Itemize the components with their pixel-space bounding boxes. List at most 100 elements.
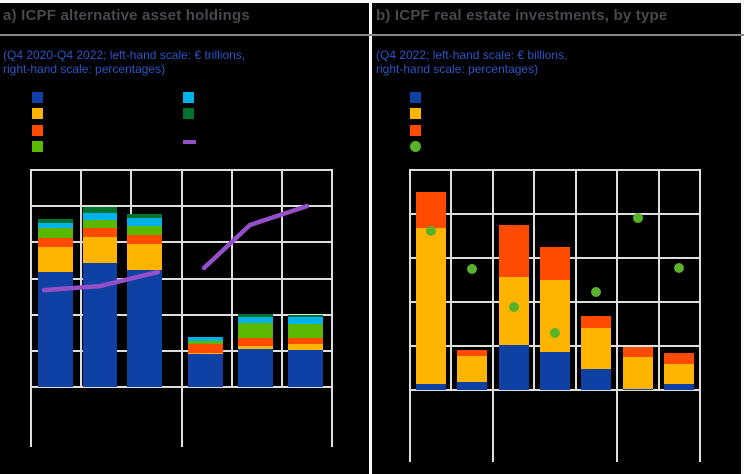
bar-segment-dark-green xyxy=(127,214,162,219)
legend-swatch-blue xyxy=(410,92,421,103)
legend-swatch-purple xyxy=(183,139,196,144)
bar-segment-yellow xyxy=(38,246,73,273)
bar-segment-yellow xyxy=(457,355,488,383)
bar-segment-yellow xyxy=(288,343,323,351)
bar-segment-light-blue xyxy=(127,218,162,227)
green-dot xyxy=(508,302,519,313)
bar-segment-blue xyxy=(82,263,118,387)
gridline-horizontal xyxy=(409,389,701,391)
gridline-vertical xyxy=(230,169,233,388)
panel-b-subtitle-line1: (Q4 2022; left-hand scale: € billions, xyxy=(376,48,568,62)
axis-group-tick xyxy=(30,387,32,447)
bar-segment-orange-red xyxy=(415,192,446,228)
green-dot xyxy=(550,327,560,338)
bar-segment-green xyxy=(188,340,223,345)
gridline-vertical xyxy=(180,169,183,388)
panel-a-subtitle-line2: right-hand scale: percentages) xyxy=(3,61,166,76)
legend-swatch-green xyxy=(32,140,43,152)
bar-segment-blue xyxy=(38,272,73,387)
bar-segment-yellow xyxy=(622,357,653,390)
bar-segment-orange-red xyxy=(622,346,653,357)
bar-segment-orange-red xyxy=(540,246,570,280)
legend-swatch-blue xyxy=(32,92,43,103)
axis-group-tick xyxy=(616,390,619,462)
bar-segment-light-blue xyxy=(82,212,118,220)
bar-segment-orange-red xyxy=(127,235,162,245)
gridline-vertical xyxy=(533,169,536,391)
bar-segment-yellow xyxy=(664,364,695,385)
gridline-vertical xyxy=(699,169,701,391)
bar-segment-yellow xyxy=(415,227,446,385)
panel-divider xyxy=(369,0,372,474)
green-dot xyxy=(467,264,478,274)
legend-swatch-light_blue xyxy=(183,92,194,103)
gridline-horizontal xyxy=(409,169,701,171)
bar-segment-orange-red xyxy=(188,344,223,353)
bar-segment-light-blue xyxy=(288,317,323,324)
bar-segment-green xyxy=(238,322,273,339)
bar-segment-dark-green xyxy=(288,314,323,318)
gridline-vertical xyxy=(30,169,32,388)
gridline-vertical xyxy=(280,169,283,388)
bar-segment-light-blue xyxy=(188,337,223,341)
bar-segment-yellow xyxy=(188,352,223,355)
bar-segment-orange-red xyxy=(498,224,529,277)
bar-segment-orange-red xyxy=(581,315,612,328)
bar-segment-dark-green xyxy=(82,206,118,213)
gridline-vertical xyxy=(616,169,619,391)
bar-segment-green xyxy=(127,226,162,236)
bar-segment-yellow xyxy=(540,280,570,353)
bar-segment-light-blue xyxy=(38,222,73,229)
figure-right-border xyxy=(741,0,744,474)
bar-segment-orange-red xyxy=(457,349,488,356)
bar-segment-yellow xyxy=(238,346,273,350)
purple-line-segment xyxy=(201,203,310,271)
panel-b-subtitle-line2: right-hand scale: percentages) xyxy=(376,61,539,76)
legend-swatch-dot_green xyxy=(410,140,421,152)
bar-segment-orange-red xyxy=(288,338,323,344)
bar-segment-blue xyxy=(622,389,653,390)
bar-segment-blue xyxy=(188,354,223,387)
gridline-vertical xyxy=(450,169,453,391)
green-dot xyxy=(632,213,643,224)
legend-swatch-yellow xyxy=(410,108,421,120)
figure-top-border xyxy=(0,0,744,3)
axis-group-tick xyxy=(699,390,701,462)
gridline-vertical xyxy=(331,169,333,388)
bar-segment-blue xyxy=(581,368,612,390)
bar-segment-blue xyxy=(540,352,570,390)
panel-a-subtitle-line1: (Q4 2020-Q4 2022; left-hand scale: € tri… xyxy=(3,48,246,62)
green-dot xyxy=(425,225,436,236)
bar-segment-dark-green xyxy=(238,314,273,317)
panel-b-subtitle: (Q4 2022; left-hand scale: € billions, r… xyxy=(376,48,568,76)
gridline-vertical xyxy=(657,169,660,391)
bar-segment-light-blue xyxy=(238,316,273,323)
bar-segment-yellow xyxy=(581,327,612,369)
bar-segment-blue xyxy=(238,349,273,387)
gridline-vertical xyxy=(574,169,577,391)
bar-segment-dark-green xyxy=(38,219,73,223)
legend-swatch-orange_red xyxy=(410,124,421,136)
bar-segment-blue xyxy=(127,270,162,387)
legend-swatch-dark_green xyxy=(183,108,194,120)
panel-a-title: a) ICPF alternative asset holdings xyxy=(3,7,250,24)
axis-group-tick xyxy=(180,387,183,447)
gridline-vertical xyxy=(491,169,494,391)
bar-segment-yellow xyxy=(127,244,162,271)
bar-segment-yellow xyxy=(82,237,118,264)
axis-group-tick xyxy=(409,390,411,462)
bar-segment-blue xyxy=(664,384,695,390)
panel-a-subtitle: (Q4 2020-Q4 2022; left-hand scale: € tri… xyxy=(3,48,246,76)
title-rule xyxy=(0,34,744,36)
bar-segment-blue xyxy=(288,350,323,387)
bar-segment-blue xyxy=(498,345,529,390)
panel-b-title: b) ICPF real estate investments, by type xyxy=(376,7,668,24)
gridline-vertical xyxy=(409,169,411,391)
bar-segment-green xyxy=(288,323,323,339)
bar-segment-green xyxy=(38,228,73,238)
bar-segment-orange-red xyxy=(664,353,695,365)
bar-segment-blue xyxy=(457,382,488,390)
legend-swatch-yellow xyxy=(32,108,43,120)
bar-segment-blue xyxy=(415,384,446,390)
